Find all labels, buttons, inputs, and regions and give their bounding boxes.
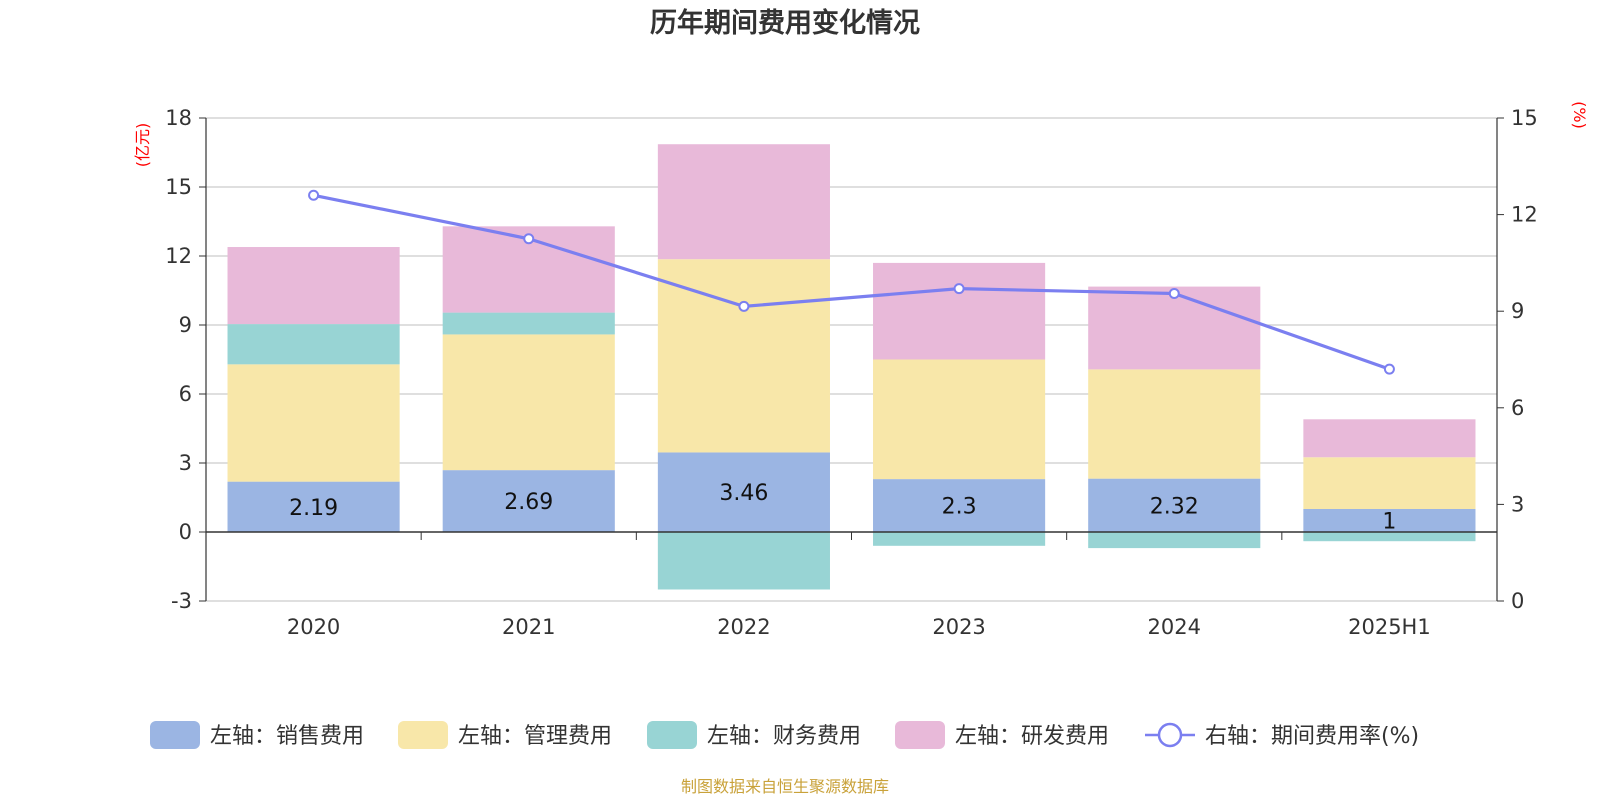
rate-line-point[interactable] <box>738 300 750 312</box>
left-tick-label: 9 <box>179 313 192 337</box>
legend-label: 左轴：销售费用 <box>210 724 364 749</box>
bar-segment[interactable] <box>227 481 400 532</box>
right-tick-label: 6 <box>1511 396 1524 420</box>
x-tick-label: 2024 <box>1148 615 1201 639</box>
legend-label: 左轴：研发费用 <box>955 724 1109 749</box>
x-tick-label: 2023 <box>932 615 985 639</box>
legend-item[interactable]: 左轴：财务费用 <box>647 721 861 749</box>
left-tick-label: 0 <box>179 520 192 544</box>
legend-swatch <box>647 721 697 749</box>
bar-segment[interactable] <box>1303 509 1476 532</box>
bar-data-label: 1 <box>1382 510 1396 535</box>
bar-data-label: 2.69 <box>504 490 553 515</box>
left-tick-label: 18 <box>165 106 192 130</box>
bar-segment[interactable] <box>442 312 615 335</box>
bar-segment[interactable] <box>1303 419 1476 458</box>
bar-segment[interactable] <box>1088 478 1261 532</box>
x-tick-label: 2021 <box>502 615 555 639</box>
x-tick-label: 2025H1 <box>1348 615 1431 639</box>
legend-swatch <box>895 721 945 749</box>
legend-swatch <box>150 721 200 749</box>
rate-line <box>308 189 1395 375</box>
rate-line-point[interactable] <box>1383 363 1395 375</box>
bar-segment[interactable] <box>442 334 615 471</box>
bar-data-label: 2.19 <box>289 496 338 521</box>
left-tick-label: 15 <box>165 175 192 199</box>
rate-line-point[interactable] <box>523 233 535 245</box>
bars <box>227 144 1476 590</box>
bar-segment[interactable] <box>657 532 830 590</box>
bar-segment[interactable] <box>873 359 1046 480</box>
rate-line-point[interactable] <box>1168 287 1180 299</box>
right-tick-label: 3 <box>1511 492 1524 516</box>
bar-segment[interactable] <box>1088 532 1261 549</box>
x-tick-label: 2022 <box>717 615 770 639</box>
x-tick-label: 2020 <box>287 615 340 639</box>
right-tick-label: 9 <box>1511 299 1524 323</box>
legend[interactable]: 左轴：销售费用 左轴：管理费用 左轴：财务费用 左轴：研发费用 右轴：期间费用率(%) <box>150 721 1419 749</box>
legend-item[interactable]: 左轴：销售费用 <box>150 721 364 749</box>
right-axis-unit: (%) <box>1570 101 1589 129</box>
axes: -3 0 3 6 9 12 15 18 0 3 6 9 12 15 2020 2021 2022 2023 2024… <box>165 106 1537 639</box>
data-labels: 2.19 2.69 3.46 2.3 2.32 1 <box>289 481 1396 534</box>
bar-segment[interactable] <box>657 259 830 453</box>
legend-item[interactable]: 左轴：管理费用 <box>398 721 612 749</box>
bar-segment[interactable] <box>227 364 400 482</box>
bar-data-label: 2.32 <box>1150 494 1199 519</box>
left-tick-label: 12 <box>165 244 192 268</box>
left-tick-label: 3 <box>179 451 192 475</box>
bar-segment[interactable] <box>1303 457 1476 509</box>
bar-segment[interactable] <box>1088 286 1261 370</box>
bar-segment[interactable] <box>657 144 830 260</box>
left-tick-label: -3 <box>171 589 192 613</box>
legend-marker <box>1157 722 1183 748</box>
chart-title: 历年期间费用变化情况 <box>650 7 920 39</box>
rate-line-path <box>313 193 1390 371</box>
bar-segment[interactable] <box>442 470 615 532</box>
bar-segment[interactable] <box>873 262 1046 360</box>
bar-segment[interactable] <box>227 247 400 325</box>
left-tick-label: 6 <box>179 382 192 406</box>
right-tick-label: 12 <box>1511 203 1538 227</box>
gridlines <box>206 117 1497 602</box>
rate-line-point[interactable] <box>308 189 320 201</box>
right-tick-label: 15 <box>1511 106 1538 130</box>
bar-segment[interactable] <box>227 324 400 365</box>
bar-segment[interactable] <box>873 532 1046 546</box>
bar-data-label: 2.3 <box>942 495 977 520</box>
legend-label: 左轴：财务费用 <box>707 724 861 749</box>
bar-segment[interactable] <box>873 479 1046 532</box>
legend-label: 左轴：管理费用 <box>458 724 612 749</box>
right-tick-label: 0 <box>1511 589 1524 613</box>
bar-segment[interactable] <box>1303 532 1476 542</box>
legend-swatch <box>398 721 448 749</box>
source-note: 制图数据来自恒生聚源数据库 <box>681 777 889 796</box>
bar-segment[interactable] <box>1088 369 1261 479</box>
bar-data-label: 3.46 <box>719 481 768 506</box>
legend-item[interactable]: 左轴：研发费用 <box>895 721 1109 749</box>
left-axis-unit: (亿元) <box>133 123 152 168</box>
bar-segment[interactable] <box>657 452 830 532</box>
legend-label: 右轴：期间费用率(%) <box>1205 724 1419 749</box>
rate-line-point[interactable] <box>953 283 965 295</box>
legend-item[interactable]: 右轴：期间费用率(%) <box>1145 722 1419 749</box>
